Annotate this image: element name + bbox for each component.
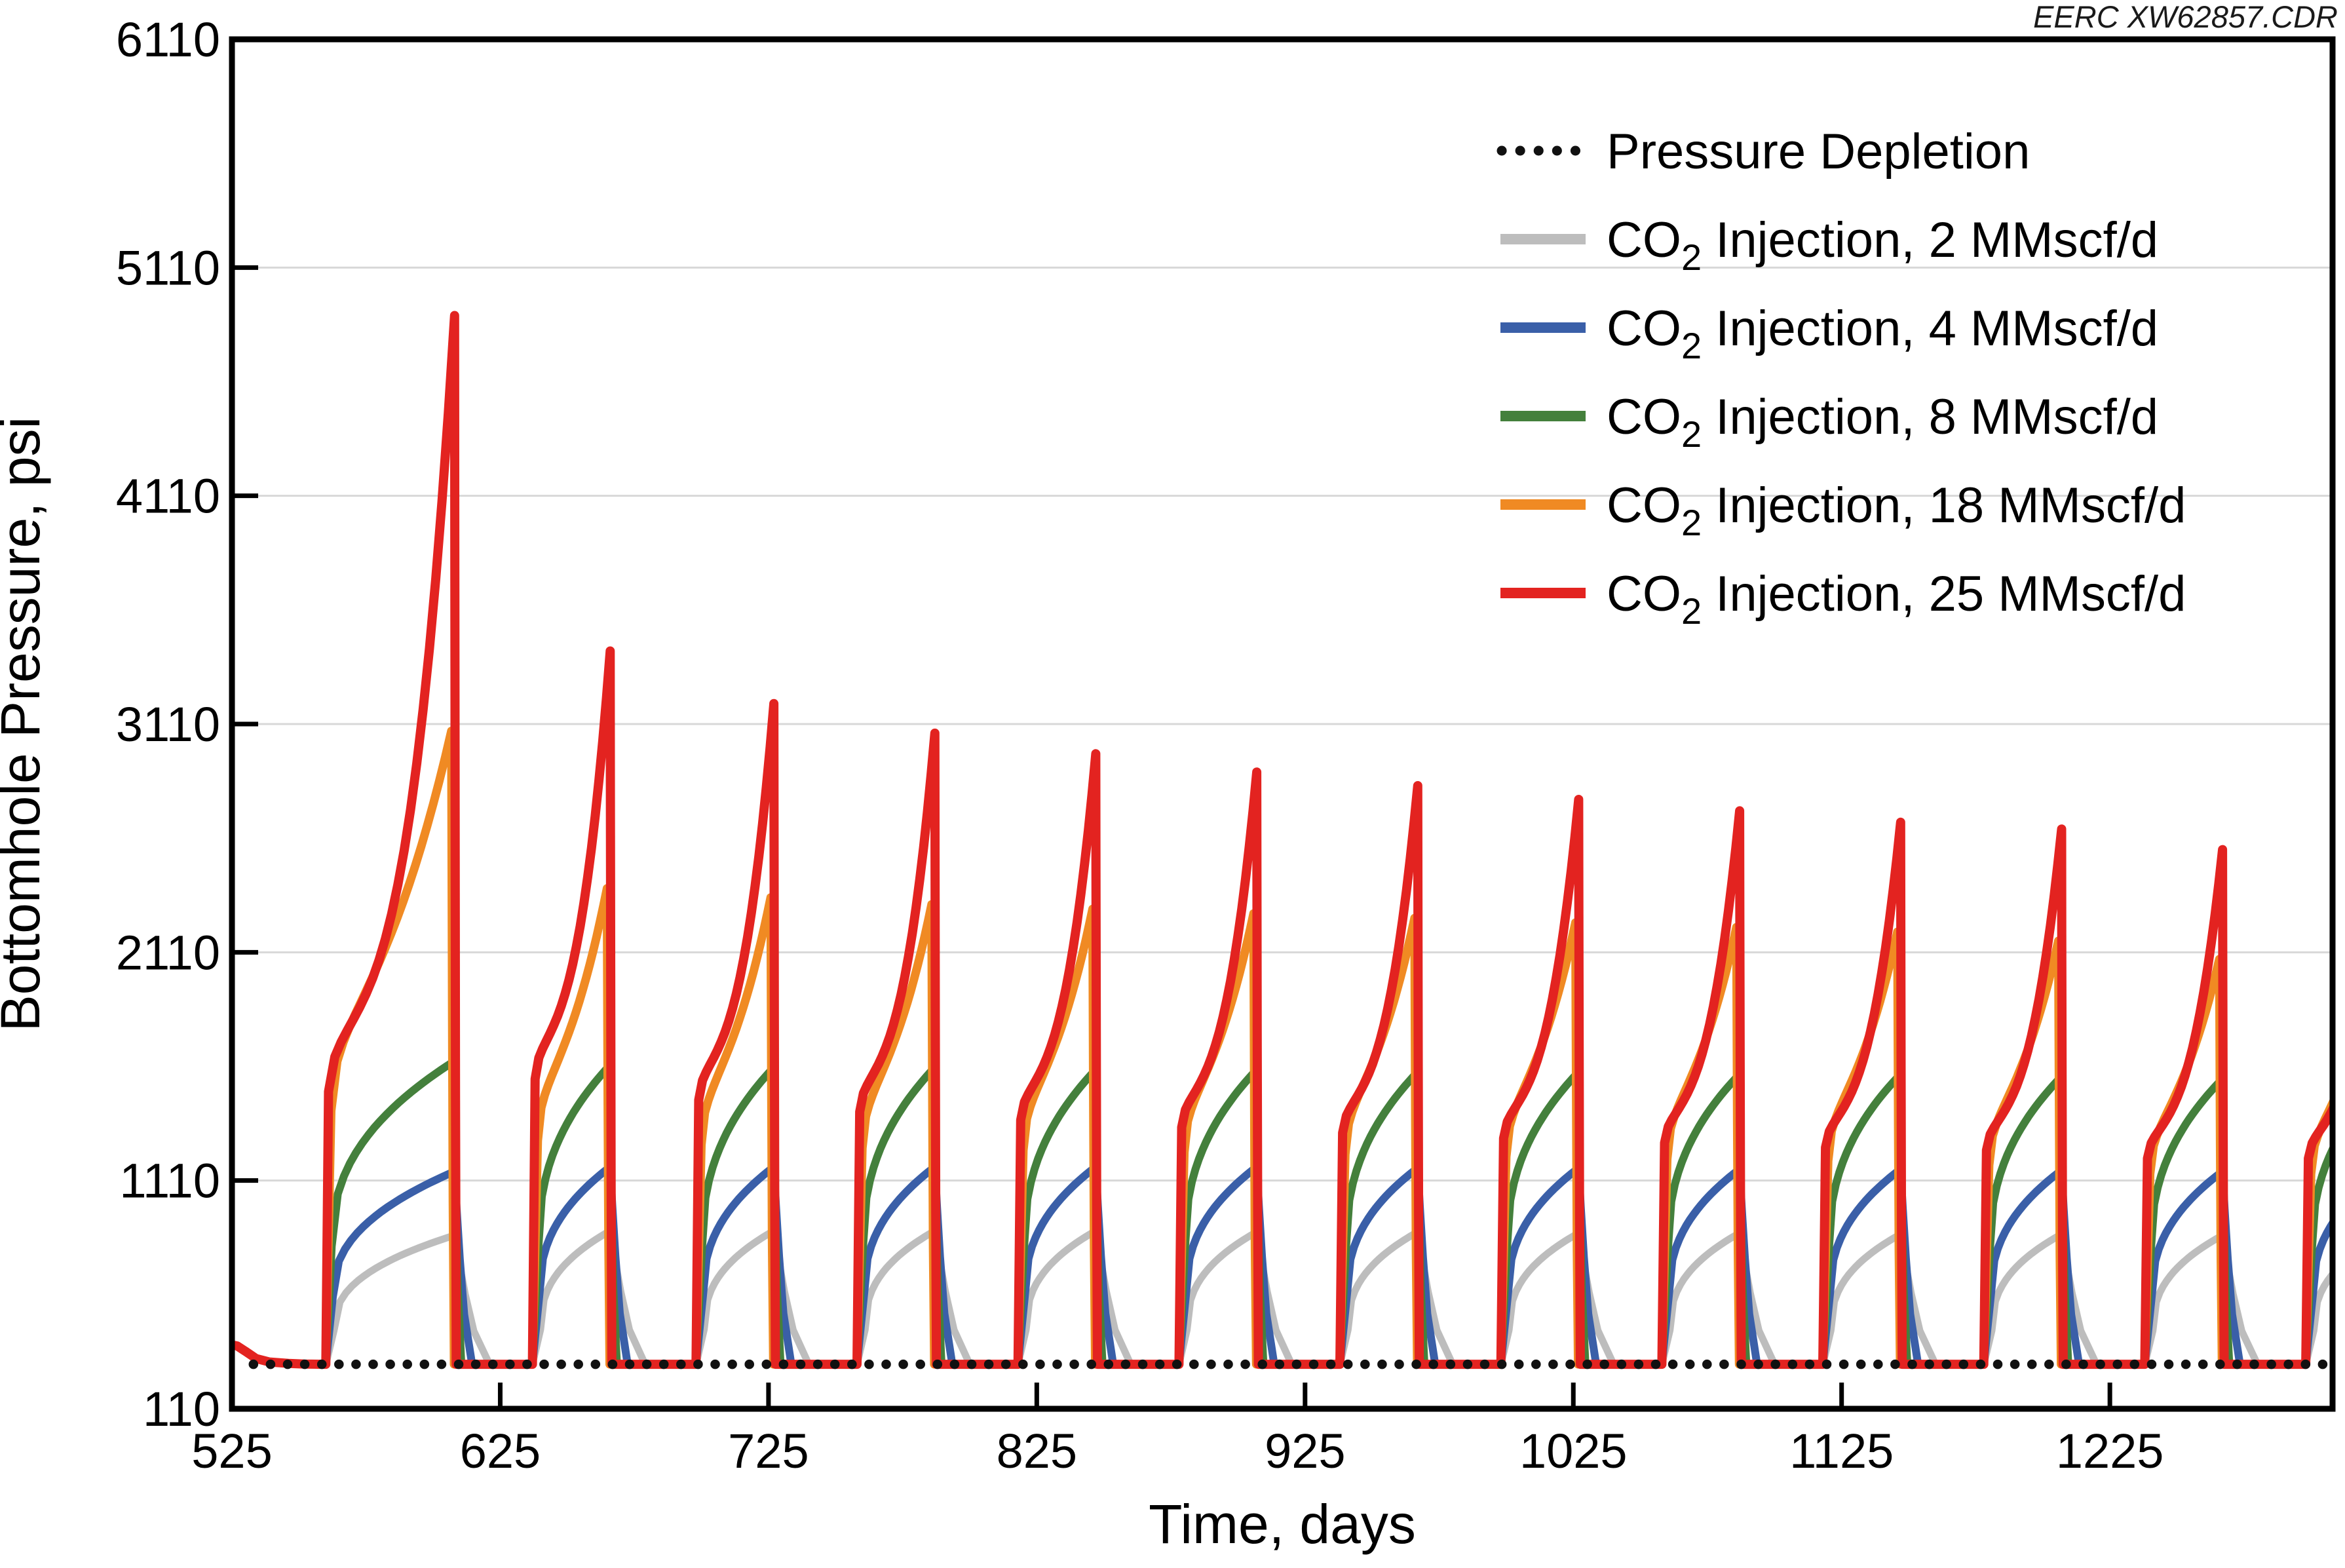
legend-label-co2-2: CO2 Injection, 2 MMscf/d bbox=[1607, 212, 2158, 278]
legend-label-co2-25: CO2 Injection, 25 MMscf/d bbox=[1607, 566, 2186, 632]
x-tick-label-1225: 1225 bbox=[2056, 1424, 2164, 1478]
legend-label-pressure-depletion: Pressure Depletion bbox=[1607, 124, 2030, 180]
legend-item-co2-18: CO2 Injection, 18 MMscf/d bbox=[1500, 478, 2186, 543]
x-tick-labels: 525 625 725 825 925 1025 1125 1225 bbox=[191, 1424, 2164, 1478]
legend-label-co2-18: CO2 Injection, 18 MMscf/d bbox=[1607, 478, 2186, 543]
y-tick-label-1110: 1110 bbox=[119, 1154, 220, 1208]
y-tick-label-110: 110 bbox=[143, 1382, 220, 1436]
x-tick-label-825: 825 bbox=[997, 1424, 1077, 1478]
legend-item-co2-25: CO2 Injection, 25 MMscf/d bbox=[1500, 566, 2186, 632]
x-axis-title: Time, days bbox=[1149, 1493, 1416, 1555]
legend-label-co2-4: CO2 Injection, 4 MMscf/d bbox=[1607, 301, 2158, 366]
y-tick-label-3110: 3110 bbox=[116, 697, 220, 752]
series-line-co2-25 bbox=[232, 311, 2333, 1369]
y-axis-title: Bottomhole Pressure, psi bbox=[0, 417, 51, 1031]
x-tick-label-525: 525 bbox=[191, 1424, 272, 1478]
watermark-text: EERC XW62857.CDR bbox=[2033, 0, 2338, 34]
series-line-co2-8 bbox=[232, 1058, 2333, 1369]
legend-label-co2-8: CO2 Injection, 8 MMscf/d bbox=[1607, 389, 2158, 455]
legend-item-pressure-depletion: Pressure Depletion bbox=[1497, 124, 2030, 180]
x-tick-label-1025: 1025 bbox=[1519, 1424, 1628, 1478]
plot-border bbox=[229, 36, 2336, 1412]
legend: Pressure Depletion CO2 Injection, 2 MMscf… bbox=[1497, 124, 2186, 632]
x-tick-label-625: 625 bbox=[460, 1424, 541, 1478]
y-tick-label-4110: 4110 bbox=[116, 469, 220, 524]
y-tick-label-6110: 6110 bbox=[116, 12, 220, 67]
legend-item-co2-4: CO2 Injection, 4 MMscf/d bbox=[1500, 301, 2158, 366]
y-tick-label-5110: 5110 bbox=[116, 240, 220, 295]
series-line-co2-4 bbox=[232, 1162, 2333, 1369]
x-tick-label-1125: 1125 bbox=[1789, 1424, 1894, 1478]
legend-item-co2-8: CO2 Injection, 8 MMscf/d bbox=[1500, 389, 2158, 455]
legend-item-co2-2: CO2 Injection, 2 MMscf/d bbox=[1500, 212, 2158, 278]
series-curves bbox=[232, 311, 2333, 1369]
x-tick-label-725: 725 bbox=[728, 1424, 809, 1478]
y-tick-label-2110: 2110 bbox=[116, 925, 220, 980]
y-tick-labels: 110 1110 2110 3110 4110 5110 6110 bbox=[116, 12, 220, 1436]
x-tick-label-925: 925 bbox=[1265, 1424, 1345, 1478]
